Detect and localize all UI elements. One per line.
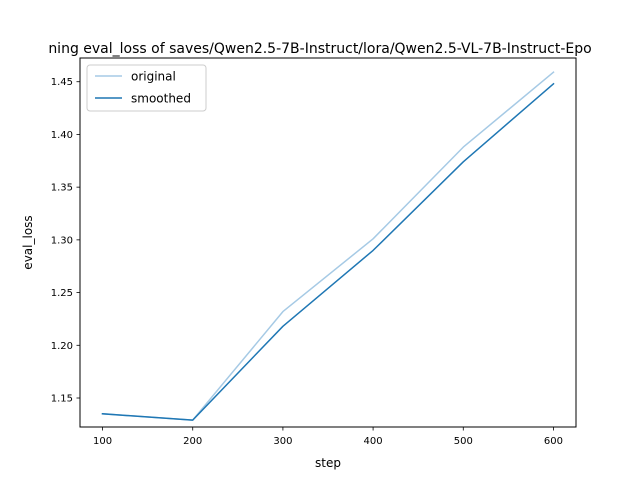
x-tick-label-0: 100: [93, 436, 112, 447]
y-tick-label-5: 1.40: [51, 130, 73, 141]
legend-label-smoothed: smoothed: [131, 92, 191, 106]
y-tick-label-3: 1.30: [51, 235, 73, 246]
series-line-smoothed: [101, 82, 555, 421]
x-tick-label-3: 400: [364, 436, 383, 447]
plot-frame: [79, 57, 577, 428]
x-tick-label-2: 300: [273, 436, 292, 447]
y-tick-label-2: 1.25: [51, 288, 73, 299]
y-tick-label-6: 1.45: [51, 77, 73, 88]
legend: original smoothed: [86, 64, 207, 112]
chart-title: ning eval_loss of saves/Qwen2.5-7B-Instr…: [48, 41, 591, 57]
legend-label-original: original: [131, 70, 176, 84]
tick-layer: 100 200 300 400 500 600 1.15 1.20 1.25 1.30 1.35 1.…: [51, 77, 563, 447]
y-tick-label-0: 1.15: [51, 394, 73, 405]
x-tick-label-5: 600: [544, 436, 563, 447]
y-tick-label-4: 1.35: [51, 183, 73, 194]
x-axis-label: step: [315, 456, 341, 470]
series-layer: [101, 71, 555, 421]
y-tick-label-1: 1.20: [51, 341, 73, 352]
x-tick-label-1: 200: [183, 436, 202, 447]
x-tick-label-4: 500: [454, 436, 473, 447]
y-axis-label: eval_loss: [21, 215, 35, 269]
